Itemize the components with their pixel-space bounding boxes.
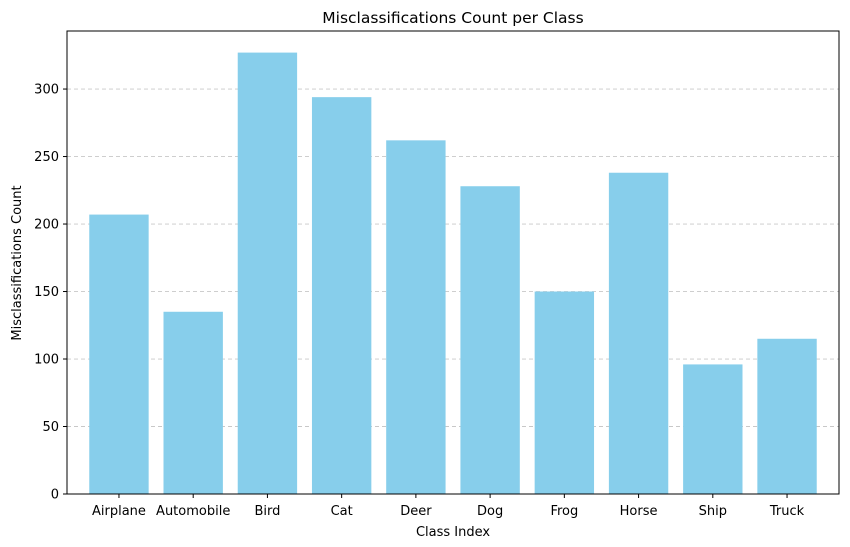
y-tick-label: 250: [34, 150, 59, 165]
x-axis-title: Class Index: [416, 525, 490, 540]
bar-bird: [237, 52, 298, 495]
y-tick-label: 200: [34, 218, 59, 233]
y-axis-title: Misclassifications Count: [10, 185, 25, 340]
x-tick-label: Frog: [550, 504, 578, 519]
bar-dog: [460, 186, 520, 495]
x-tick-label: Deer: [400, 504, 432, 519]
x-axis-ticks: Airplane Automobile Bird Cat Deer Dog Frog Hors…: [92, 494, 805, 519]
bar-deer: [386, 140, 446, 494]
y-tick-label: 300: [34, 83, 59, 98]
x-tick-label: Truck: [769, 504, 805, 519]
x-tick-label: Horse: [620, 504, 658, 519]
x-tick-label: Automobile: [156, 504, 230, 519]
bar-horse: [608, 172, 669, 495]
bar-ship: [683, 364, 743, 494]
x-tick-label: Cat: [331, 504, 353, 519]
y-axis-ticks: 0 50 100 150 200 250 300: [34, 83, 67, 503]
y-tick-label: 100: [34, 353, 59, 368]
bar-truck: [757, 338, 817, 494]
x-tick-label: Airplane: [92, 504, 146, 519]
bar-cat: [311, 97, 372, 495]
x-tick-label: Dog: [477, 504, 503, 519]
plot-frame: [66, 30, 840, 495]
bar-automobile: [163, 311, 223, 494]
chart-title: Misclassifications Count per Class: [322, 9, 583, 27]
x-tick-label: Bird: [254, 504, 280, 519]
x-tick-label: Ship: [699, 504, 727, 519]
y-tick-label: 150: [34, 285, 59, 300]
axes: [66, 30, 840, 495]
bar-airplane: [89, 214, 149, 494]
bars: [89, 52, 817, 495]
y-tick-label: 50: [42, 420, 59, 435]
y-tick-label: 0: [51, 488, 59, 503]
bar-frog: [534, 291, 595, 494]
